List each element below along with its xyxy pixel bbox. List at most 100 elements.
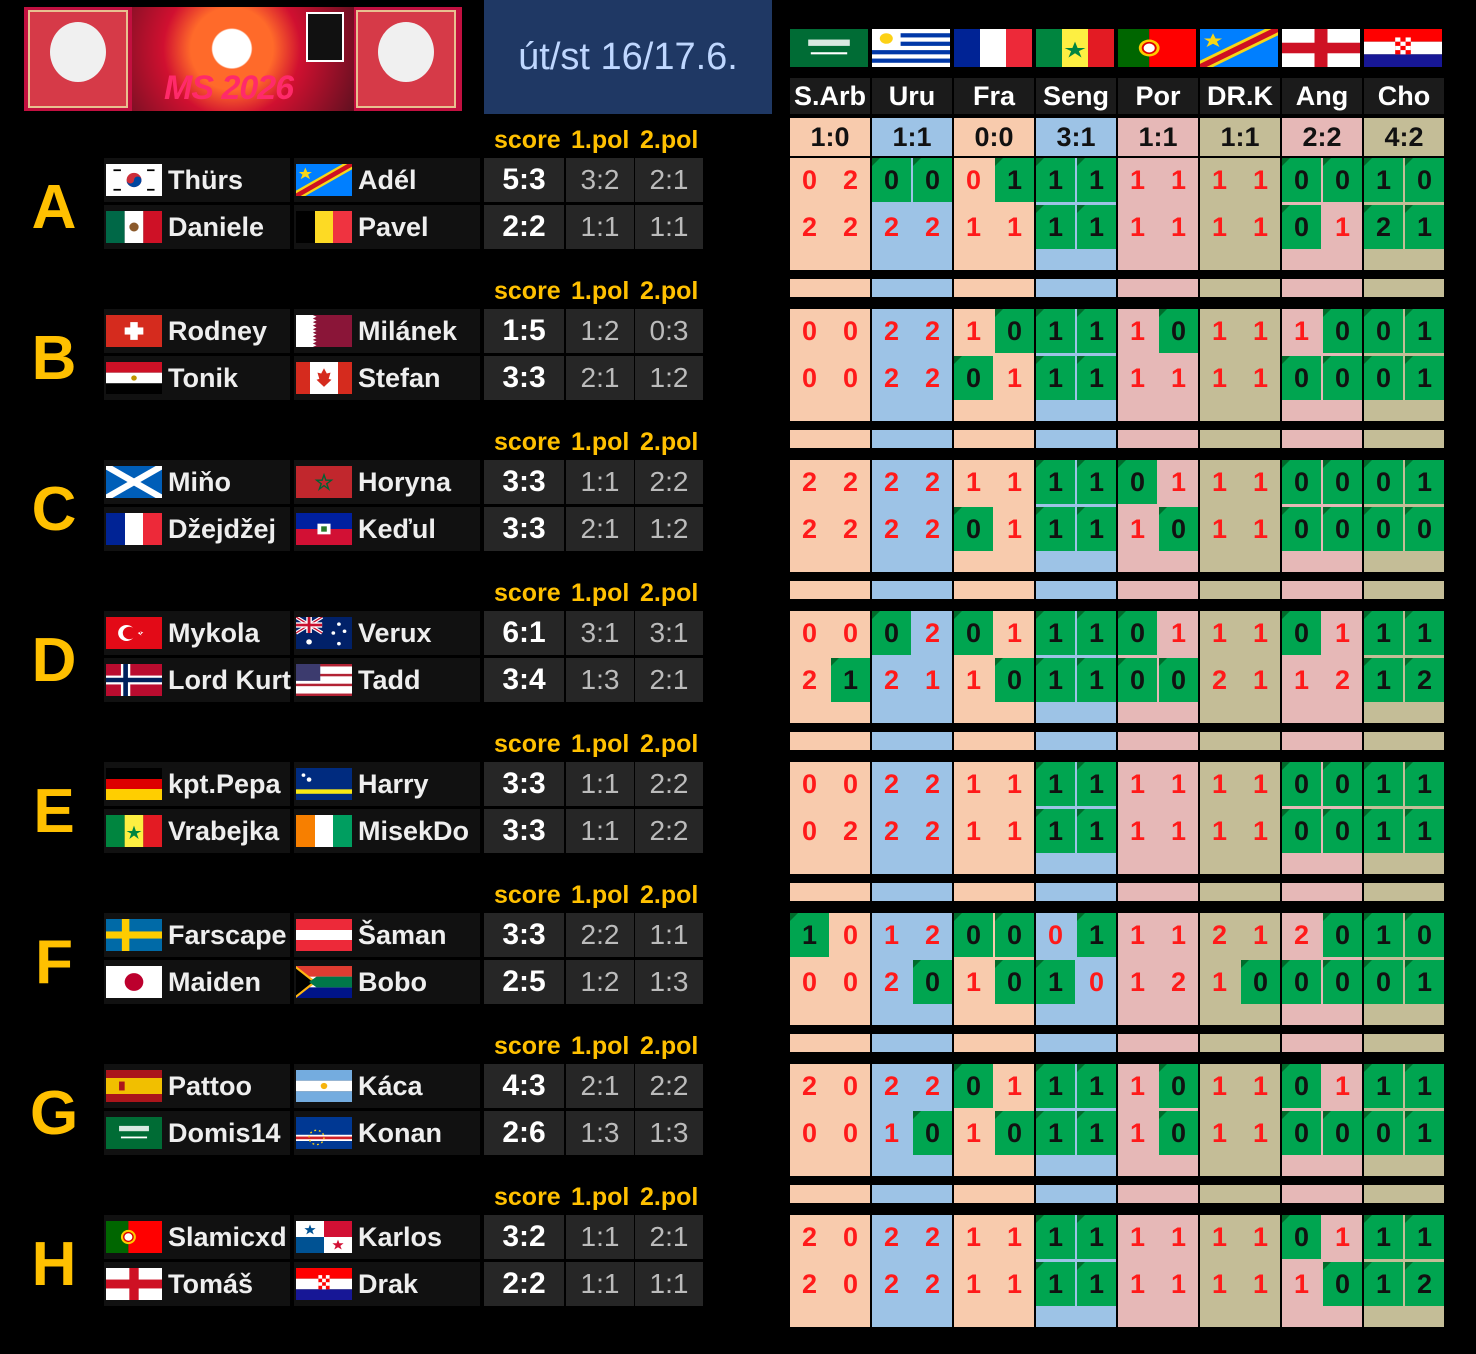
column-band [1118,883,1198,901]
player-name: Slamicxd [168,1222,287,1252]
tip-goal-cell: 1 [1077,158,1116,202]
tip-goal-cell: 0 [1323,809,1362,853]
half1-label: 1.pol [571,1183,630,1211]
tip-goal-cell: 1 [1036,762,1075,806]
tip-goal-cell: 0 [1282,507,1321,551]
player-home: kpt.Pepa [104,762,290,806]
column-band [790,279,870,297]
half2-label: 2.pol [640,1032,699,1060]
half1-label: 1.pol [571,730,630,758]
column-band [872,1034,952,1052]
tip-goal-cell: 0 [842,769,859,799]
column-band [1036,279,1116,297]
tip-goal-cell: 1 [1252,212,1269,242]
tip-goal-cell: 1 [1036,1262,1075,1306]
player-name: Keďul [358,514,436,544]
country-flag-icon [106,617,162,649]
player-away: Káca [294,1064,480,1108]
column-band [872,1215,952,1327]
player-name: Domis14 [168,1118,281,1148]
score-label: score [494,1183,561,1211]
player-name: Verux [358,618,432,648]
tip-goal-cell: 0 [1282,762,1321,806]
tip-goal-cell: 1 [965,316,982,346]
group-letter: B [31,324,77,393]
total-score: 5:3 [484,158,564,202]
group-letter: A [31,173,77,242]
player-away: Verux [294,611,480,655]
total-score: 2:2 [484,1262,564,1306]
tip-goal-cell: 1 [1077,1111,1116,1155]
column-band [1282,279,1362,297]
country-flag-icon [106,513,163,545]
tip-goal-cell: 1 [1129,816,1146,846]
team-flag-icon [790,29,868,67]
player-home: Farscape [104,913,290,957]
player-home: Maiden [104,960,290,1004]
column-band [1118,762,1198,874]
logo-text: MS 2026 [164,69,294,107]
player-name: Mykola [168,618,260,648]
tip-goal-cell: 0 [1323,913,1362,957]
column-band [1200,309,1280,421]
column-band [790,1064,870,1176]
tip-goal-cell: 2 [924,212,941,242]
tip-goal-cell: 2 [924,514,941,544]
tip-goal-cell: 0 [842,920,859,950]
second-half-score: 1:1 [635,913,703,957]
tip-goal-cell: 2 [842,816,859,846]
total-score: 4:3 [484,1064,564,1108]
tip-goal-cell: 1 [1129,769,1146,799]
score-label: score [494,428,561,456]
column-band [954,581,1034,599]
tip-goal-cell: 1 [1252,514,1269,544]
tip-goal-cell: 1 [1211,1118,1228,1148]
column-band [872,883,952,901]
player-name: Farscape [168,920,287,950]
tip-goal-cell: 2 [883,665,900,695]
column-band [1282,1034,1362,1052]
tip-goal-cell: 1 [1211,1269,1228,1299]
tip-goal-cell: 1 [1252,769,1269,799]
half1-label: 1.pol [571,881,630,909]
tip-goal-cell: 0 [913,960,952,1004]
tip-goal-cell: 0 [1282,1215,1321,1259]
half2-label: 2.pol [640,881,699,909]
column-match-result: 3:1 [1036,118,1116,156]
total-score: 3:4 [484,658,564,702]
player-away: Tadd [294,658,480,726]
tip-goal-cell: 0 [1241,960,1280,1004]
tip-goal-cell: 0 [1282,611,1321,655]
country-flag-icon [106,362,162,394]
column-band [1282,732,1362,750]
tip-goal-cell: 2 [801,1222,818,1252]
tip-goal-cell: 1 [1170,1222,1187,1252]
second-half-score: 1:1 [635,205,703,249]
tip-goal-cell: 2 [1405,658,1444,702]
second-half-score: 1:2 [635,356,703,400]
tip-goal-cell: 1 [1006,1222,1023,1252]
total-score: 1:5 [484,309,564,353]
tip-goal-cell: 1 [1252,1118,1269,1148]
second-half-score: 2:2 [635,460,703,504]
player-home: Tonik [104,356,290,400]
tip-goal-cell: 2 [883,316,900,346]
score-label: score [494,126,561,154]
tip-goal-cell: 1 [1211,967,1228,997]
tip-goal-cell: 1 [1364,1064,1403,1108]
tip-goal-cell: 2 [1170,967,1187,997]
tip-goal-cell: 1 [1077,1064,1116,1108]
score-label: score [494,1032,561,1060]
tip-goal-cell: 0 [1282,158,1321,202]
column-band [790,1185,870,1203]
tip-goal-cell: 1 [1252,1222,1269,1252]
player-name: Bobo [358,967,427,997]
tip-goal-cell: 1 [1129,920,1146,950]
team-flag-icon [1200,29,1278,67]
first-half-score: 3:1 [566,611,634,655]
tip-goal-cell: 0 [1118,611,1157,655]
group-letter: E [33,777,75,846]
country-flag-icon [296,815,353,847]
country-flag-icon [296,211,353,243]
tip-goal-cell: 1 [883,920,900,950]
